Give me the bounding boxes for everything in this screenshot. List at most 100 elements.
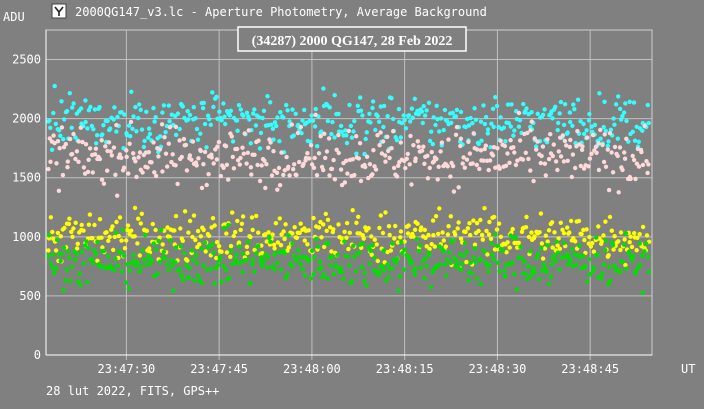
x-tick-label: 23:48:15: [376, 362, 434, 376]
data-point: [319, 235, 324, 240]
data-point: [464, 249, 469, 254]
data-point: [95, 258, 100, 263]
data-point: [245, 250, 250, 256]
data-point: [321, 272, 327, 277]
data-point: [259, 255, 264, 260]
data-point: [490, 252, 495, 257]
data-point: [272, 266, 277, 272]
data-point: [554, 239, 559, 244]
data-point: [46, 166, 51, 172]
data-point: [90, 261, 96, 266]
data-point: [550, 245, 555, 250]
data-point: [198, 131, 203, 136]
data-point: [527, 249, 533, 254]
data-point: [325, 276, 330, 281]
data-point: [227, 113, 232, 118]
data-point: [67, 255, 72, 260]
data-point: [326, 241, 331, 246]
data-point: [405, 231, 411, 236]
data-point: [105, 118, 110, 124]
data-point: [339, 182, 345, 188]
data-point: [466, 278, 471, 283]
data-point: [308, 139, 313, 144]
data-point: [616, 239, 621, 244]
data-point: [259, 163, 264, 168]
data-point: [622, 150, 627, 155]
data-point: [565, 225, 570, 230]
data-point: [321, 86, 326, 91]
data-point: [410, 115, 415, 121]
data-point: [427, 165, 432, 171]
data-point: [342, 239, 347, 244]
data-point: [46, 233, 52, 238]
data-point: [633, 268, 639, 274]
data-point: [264, 239, 269, 244]
data-point: [500, 248, 506, 253]
data-point: [193, 116, 198, 121]
data-point: [308, 143, 314, 148]
data-point: [431, 115, 436, 120]
data-point: [385, 134, 390, 139]
data-point: [387, 232, 392, 238]
data-point: [279, 267, 284, 273]
data-point: [245, 150, 250, 155]
data-point: [544, 269, 549, 275]
data-point: [453, 132, 459, 137]
data-point: [307, 257, 312, 262]
data-point: [586, 118, 592, 123]
data-point: [105, 148, 110, 154]
data-point: [236, 103, 242, 108]
data-point: [429, 242, 434, 247]
data-point: [555, 127, 560, 133]
data-point: [248, 141, 253, 146]
data-point: [311, 215, 316, 221]
data-point: [383, 159, 388, 164]
data-point: [470, 121, 475, 126]
y-tick-label: 2500: [12, 53, 41, 67]
data-point: [373, 127, 378, 133]
data-point: [419, 109, 425, 114]
data-point: [261, 108, 267, 114]
data-point: [581, 227, 586, 233]
data-point: [424, 108, 429, 113]
data-point: [177, 126, 182, 132]
data-point: [571, 102, 576, 107]
data-point: [550, 116, 555, 121]
data-point: [271, 242, 277, 247]
data-point: [97, 217, 103, 222]
data-point: [578, 119, 583, 124]
data-point: [135, 241, 140, 246]
data-point: [498, 234, 503, 239]
data-point: [157, 147, 163, 152]
data-point: [134, 129, 139, 134]
data-point: [201, 162, 206, 167]
data-point: [528, 128, 533, 133]
data-point: [271, 149, 276, 154]
data-point: [438, 262, 443, 268]
data-point: [152, 273, 157, 279]
data-point: [100, 245, 105, 250]
data-point: [210, 216, 216, 221]
data-point: [113, 230, 119, 235]
data-point: [422, 113, 428, 118]
data-point: [610, 243, 616, 248]
data-point: [640, 253, 645, 258]
data-point: [197, 242, 202, 247]
data-point: [370, 172, 375, 177]
data-point: [94, 141, 99, 146]
data-point: [437, 129, 442, 134]
data-point: [101, 181, 107, 186]
data-point: [562, 138, 568, 144]
data-point: [637, 241, 642, 246]
data-point: [367, 261, 372, 266]
data-point: [439, 140, 445, 145]
data-point: [146, 135, 151, 140]
data-point: [227, 275, 232, 281]
data-point: [119, 155, 124, 160]
data-point: [516, 110, 522, 116]
data-point: [534, 255, 539, 261]
data-point: [381, 248, 386, 253]
data-point: [403, 126, 409, 131]
data-point: [540, 144, 546, 149]
data-point: [258, 259, 263, 264]
